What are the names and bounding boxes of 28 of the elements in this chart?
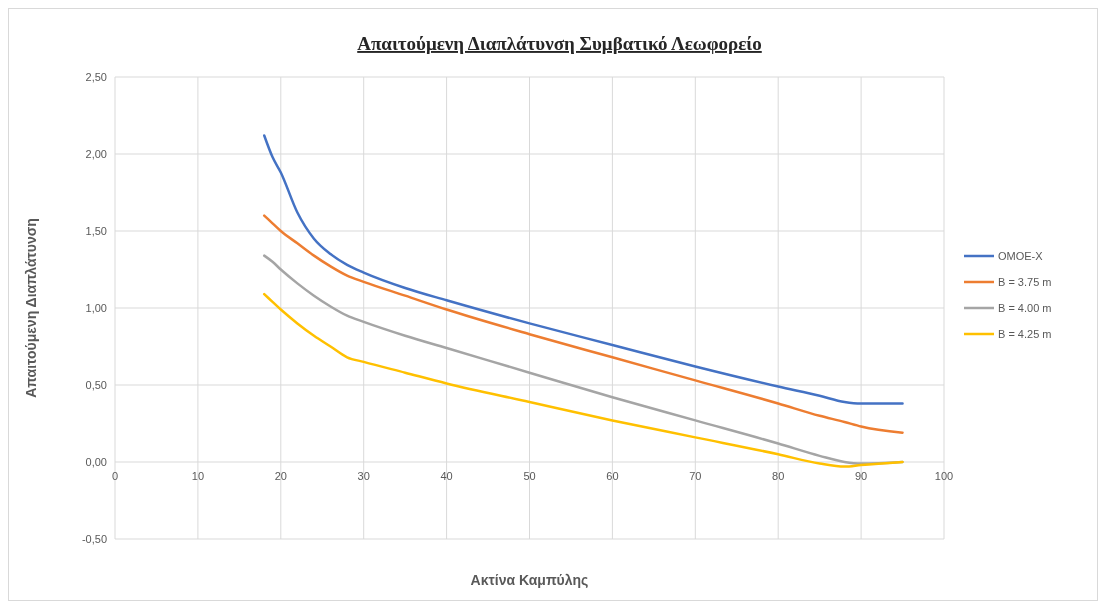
legend-label: B = 3.75 m xyxy=(998,275,1052,288)
x-tick-label: 100 xyxy=(934,470,954,482)
legend-label: B = 4.00 m xyxy=(998,301,1052,314)
x-tick-label: 0 xyxy=(111,470,119,482)
x-tick-label: 30 xyxy=(357,470,370,482)
x-tick-label: 80 xyxy=(772,470,785,482)
x-tick-label: 20 xyxy=(274,470,287,482)
line-series xyxy=(262,214,904,434)
x-tick-label: 70 xyxy=(689,470,702,482)
y-axis-title: Απαιτούμενη Διαπλάτυνση xyxy=(23,218,39,398)
y-tick-label: 1,00 xyxy=(85,301,107,314)
x-tick-label: 10 xyxy=(191,470,205,482)
y-tick-label: 0,00 xyxy=(85,455,107,468)
y-tick-label: 2,50 xyxy=(85,70,107,83)
chart-title: Απαιτούμενη Διαπλάτυνση Συμβατικό Λεωφορείο xyxy=(357,33,762,54)
legend-label: ΟΜΟΕ-Χ xyxy=(998,249,1044,262)
x-tick-label: 50 xyxy=(523,470,536,482)
x-tick-label: 90 xyxy=(854,470,868,482)
x-tick-label: 40 xyxy=(440,470,453,482)
line-series xyxy=(262,134,904,405)
x-axis-title: Ακτίνα Καμπύλης xyxy=(470,572,589,588)
y-tick-label: 2,00 xyxy=(85,147,107,160)
legend-label: B = 4.25 m xyxy=(998,327,1052,340)
x-tick-label: 60 xyxy=(606,470,619,482)
y-tick-label: -0,50 xyxy=(81,532,107,545)
y-tick-label: 0,50 xyxy=(85,378,107,391)
line-series xyxy=(262,292,904,468)
y-tick-label: 1,50 xyxy=(85,224,107,237)
